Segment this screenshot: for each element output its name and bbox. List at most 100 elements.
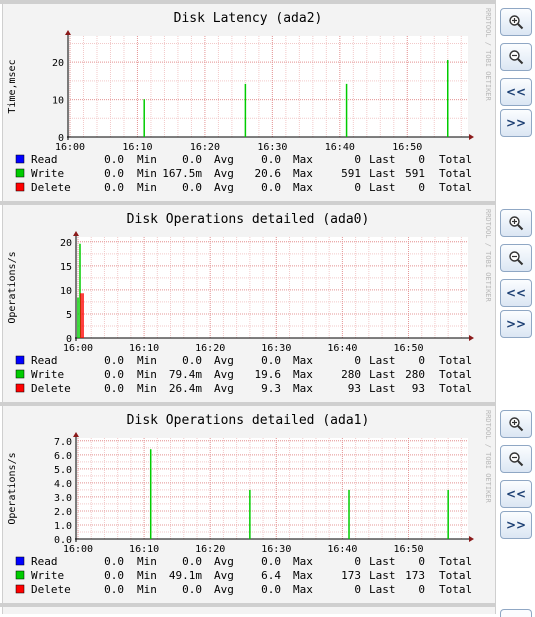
legend-max-value: 0.0 [261, 181, 281, 194]
back-button[interactable]: << [500, 279, 532, 307]
legend-series-name: Delete [31, 382, 71, 395]
rrdtool-watermark: RRDTOOL / TOBI OETIKER [484, 209, 492, 303]
zoom-out-icon [509, 50, 524, 65]
y-tick-label: 4.0 [54, 479, 72, 490]
legend-total-value: 93 [412, 382, 425, 395]
legend-last-value: 280 [341, 368, 361, 381]
legend-max-label: Max [293, 569, 313, 582]
y-tick-label: 5 [66, 310, 72, 321]
legend-last-label: Last [369, 167, 396, 180]
legend-swatch [15, 556, 25, 566]
legend-total-value: 280 [405, 368, 425, 381]
legend-avg-value: 0.0 [182, 555, 202, 568]
legend-swatch [15, 182, 25, 192]
forward-button[interactable]: >> [500, 310, 532, 338]
legend-last-label: Last [369, 181, 396, 194]
y-tick-label: 10 [52, 96, 64, 107]
legend-avg-value: 0.0 [182, 583, 202, 596]
legend-avg-label: Avg [214, 382, 234, 395]
back-button[interactable]: << [500, 78, 532, 106]
forward-button[interactable]: >> [500, 109, 532, 137]
legend-total-value: 0 [418, 181, 425, 194]
legend-min-value: 0.0 [104, 153, 124, 166]
chart-svg: Disk Operations detailed (ada1) Operation… [7, 410, 492, 596]
legend-total-value: 0 [418, 354, 425, 367]
zoom-in-button[interactable] [500, 209, 532, 237]
legend-last-label: Last [369, 354, 396, 367]
legend-min-label: Min [137, 153, 157, 166]
y-tick-label: 7.0 [54, 437, 72, 448]
legend-last-value: 0 [354, 354, 361, 367]
legend-total-label: Total [439, 181, 472, 194]
y-tick-label: 5.0 [54, 465, 72, 476]
rrdtool-watermark: RRDTOOL / TOBI OETIKER [484, 410, 492, 504]
zoom-out-button[interactable] [500, 445, 532, 473]
x-axis-arrow [469, 536, 474, 542]
legend-total-label: Total [439, 368, 472, 381]
x-tick-label: 16:20 [195, 343, 225, 354]
legend-max-label: Max [293, 555, 313, 568]
legend-min-value: 0.0 [104, 583, 124, 596]
x-tick-label: 16:50 [393, 544, 423, 555]
chart-title: Disk Operations detailed (ada0) [127, 212, 370, 227]
x-tick-label: 16:10 [122, 142, 152, 153]
zoom-out-button[interactable] [500, 244, 532, 272]
zoom-out-icon [509, 251, 524, 266]
legend-min-label: Min [137, 181, 157, 194]
x-tick-label: 16:30 [261, 544, 291, 555]
legend-last-value: 0 [354, 181, 361, 194]
legend-max-value: 0.0 [261, 583, 281, 596]
panel-separator [0, 603, 496, 607]
back-button[interactable]: << [500, 480, 532, 508]
x-tick-label: 16:40 [327, 343, 357, 354]
legend-last-value: 591 [341, 167, 361, 180]
zoom-in-button[interactable] [500, 8, 532, 36]
zoom-out-button[interactable] [500, 43, 532, 71]
legend-min-label: Min [137, 583, 157, 596]
button-label: >> [505, 317, 527, 331]
x-tick-label: 16:00 [63, 343, 93, 354]
legend-min-label: Min [137, 555, 157, 568]
legend-max-value: 0.0 [261, 354, 281, 367]
button-label: >> [505, 116, 527, 130]
zoom-in-button[interactable] [500, 410, 532, 438]
legend-swatch [15, 369, 25, 379]
panel-separator [0, 0, 496, 4]
y-tick-label: 20 [60, 238, 72, 249]
legend-avg-value: 49.1m [169, 569, 202, 582]
y-tick-label: 6.0 [54, 451, 72, 462]
legend-avg-value: 0.0 [182, 181, 202, 194]
x-tick-label: 16:00 [63, 544, 93, 555]
legend-swatch [15, 154, 25, 164]
y-axis-arrow [73, 231, 79, 236]
legend-avg-label: Avg [214, 181, 234, 194]
legend-max-value: 6.4 [261, 569, 281, 582]
legend-total-value: 0 [418, 153, 425, 166]
legend-min-label: Min [137, 569, 157, 582]
legend-min-label: Min [137, 167, 157, 180]
forward-button[interactable]: >> [500, 511, 532, 539]
x-tick-label: 16:50 [393, 343, 423, 354]
legend-avg-label: Avg [214, 153, 234, 166]
y-axis-arrow [65, 30, 71, 35]
y-tick-label: 1.0 [54, 521, 72, 532]
legend-last-value: 0 [354, 153, 361, 166]
y-tick-label: 2.0 [54, 507, 72, 518]
x-axis-arrow [469, 134, 474, 140]
graph-panel: Disk Operations detailed (ada1) Operation… [0, 402, 535, 603]
zoom-in-button[interactable] [500, 609, 532, 617]
legend-total-label: Total [439, 555, 472, 568]
graph-panel: Disk Operations detailed (ada0) Operation… [0, 201, 535, 402]
legend-avg-value: 79.4m [169, 368, 202, 381]
legend-swatch [15, 570, 25, 580]
legend-last-label: Last [369, 569, 396, 582]
x-axis-arrow [469, 335, 474, 341]
y-axis-label: Time,msec [7, 59, 18, 113]
legend-total-value: 173 [405, 569, 425, 582]
graph-panel: Disk Latency (ada2) Time,msec RRDTOOL / TO… [0, 0, 535, 201]
legend-series-name: Write [31, 167, 64, 180]
next-graph-panel-partial [2, 607, 496, 614]
legend-last-value: 0 [354, 555, 361, 568]
button-label: >> [505, 518, 527, 532]
rrdtool-watermark: RRDTOOL / TOBI OETIKER [484, 8, 492, 102]
